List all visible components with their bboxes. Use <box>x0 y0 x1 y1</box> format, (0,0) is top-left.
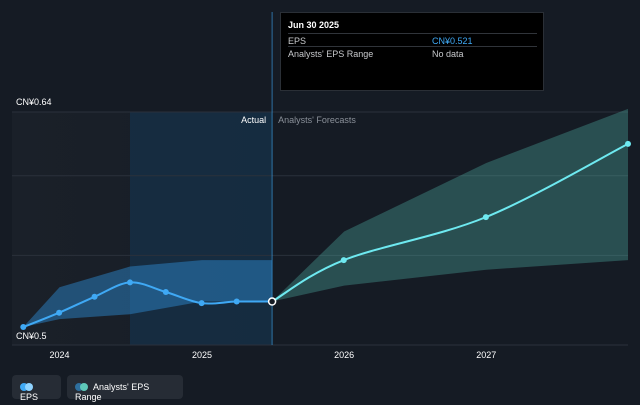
eps-point <box>126 279 133 286</box>
forecast-point <box>482 214 489 221</box>
chart-gridlines <box>12 12 628 346</box>
chart-labels: CN¥0.64 CN¥0.5 Actual Analysts' Forecasts 20… <box>16 97 496 360</box>
x-tick-label: 2024 <box>49 350 69 360</box>
forecast-label: Analysts' Forecasts <box>278 115 356 125</box>
forecast-range-band <box>272 108 628 302</box>
x-tick-label: 2025 <box>192 350 212 360</box>
legend-range-icon <box>75 383 89 391</box>
eps-point <box>162 288 169 295</box>
forecast-line <box>271 142 629 303</box>
x-tick-label: 2027 <box>476 350 496 360</box>
x-tick-label: 2026 <box>334 350 354 360</box>
tooltip-date: Jun 30 2025 <box>288 20 340 30</box>
eps-point <box>56 309 63 316</box>
chart-background <box>12 112 273 345</box>
legend-item-eps-range[interactable]: Analysts' EPS Range <box>67 375 183 402</box>
legend-range-label: Analysts' EPS Range <box>75 382 150 402</box>
chart-points <box>20 140 631 331</box>
forecast-point <box>625 140 631 147</box>
eps-point <box>233 298 240 305</box>
tooltip-eps-value: CN¥0.521 <box>432 36 473 46</box>
eps-point <box>20 324 27 331</box>
actual-label: Actual <box>241 115 266 125</box>
forecast-point <box>340 257 347 264</box>
eps-point <box>267 297 277 306</box>
legend-eps-icon <box>20 383 34 391</box>
eps-range-band <box>23 260 273 328</box>
y-tick-label: CN¥0.5 <box>16 331 47 341</box>
highlight-region <box>129 112 273 345</box>
eps-point <box>198 300 205 307</box>
tooltip-range-label: Analysts' EPS Range <box>288 49 374 59</box>
y-tick-label: CN¥0.64 <box>16 97 52 107</box>
tooltip-eps-label: EPS <box>288 36 307 46</box>
tooltip-row-eps: EPS CN¥0.521 <box>288 33 537 47</box>
eps-point <box>91 293 98 300</box>
tooltip-range-value: No data <box>432 49 464 59</box>
legend-item-eps[interactable]: EPS <box>12 375 61 402</box>
tooltip-row-range: Analysts' EPS Range No data <box>288 46 537 60</box>
legend-eps-label: EPS <box>20 392 39 402</box>
tooltip: Jun 30 2025 EPS CN¥0.521 Analysts' EPS R… <box>280 12 544 91</box>
